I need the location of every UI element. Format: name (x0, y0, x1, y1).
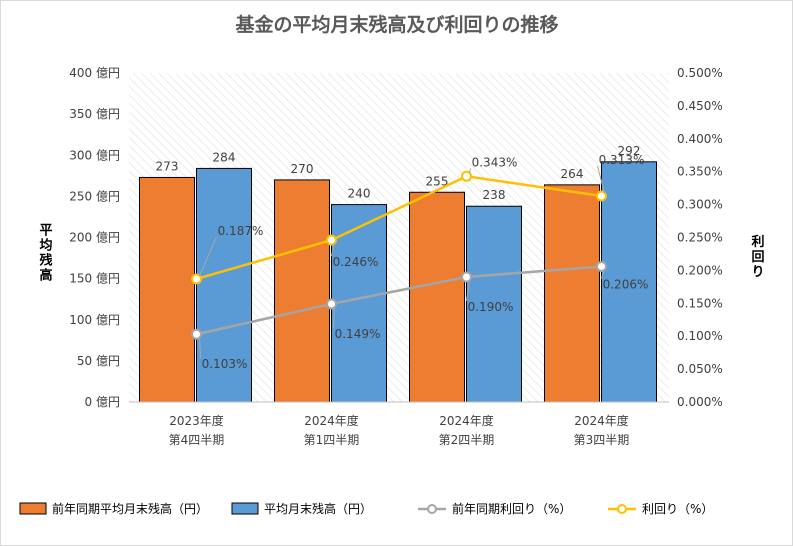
line-value-label: 0.190% (468, 300, 514, 314)
bar-value-label: 238 (483, 188, 506, 202)
bar (274, 179, 330, 403)
legend-marker (617, 504, 627, 514)
line-labels-group: 0.103% 0.149% 0.190% 0.206% 0.187% 0.246% 0.34… (199, 153, 649, 371)
line-value-label: 0.187% (218, 224, 264, 238)
left-axis-ticks: 0 億円 50 億円 100 億円 150 億円 200 億円 250 億円 300 億円 3… (69, 66, 120, 409)
legend-swatch (19, 502, 47, 515)
line-value-label: 0.206% (603, 277, 649, 291)
line-series (196, 175, 602, 281)
right-tick-label: 0.050% (677, 362, 723, 376)
bar (544, 184, 600, 403)
left-tick-label: 200 億円 (69, 231, 120, 245)
leader-line (466, 279, 470, 302)
bar-value-label: 273 (156, 159, 179, 173)
line-point (191, 273, 202, 285)
left-tick-label: 300 億円 (69, 148, 120, 162)
line-series (196, 265, 602, 336)
line-point (461, 170, 472, 182)
legend-label: 前年同期利回り（%） (452, 501, 571, 516)
legend-swatch (231, 502, 259, 515)
bar-value-label: 284 (213, 150, 236, 164)
line-value-label: 0.103% (202, 357, 248, 371)
leader-line (199, 337, 201, 359)
left-tick-label: 350 億円 (69, 107, 120, 121)
legend-marker (427, 504, 437, 514)
bar (466, 205, 522, 403)
leader-line (469, 168, 471, 174)
line-value-label: 0.343% (472, 155, 518, 169)
legend-label: 平均月末残高（円） (264, 501, 372, 516)
chart-title: 基金の平均月末残高及び利回りの推移 (234, 13, 558, 36)
right-tick-label: 0.100% (677, 329, 723, 343)
right-axis-title: 利回り (751, 234, 764, 280)
right-tick-label: 0.300% (677, 198, 723, 212)
bar-labels-group: 273 270 255 264 284 240 238 292 (156, 144, 641, 202)
bar-series-group (139, 161, 657, 403)
left-tick-label: 100 億円 (69, 313, 120, 327)
right-axis-ticks: 0.000% 0.050% 0.100% 0.150% 0.200% 0.250% 0.30… (677, 66, 723, 409)
leader-line (331, 243, 335, 257)
bar (601, 161, 657, 403)
bar-value-label: 264 (561, 167, 584, 181)
right-tick-label: 0.350% (677, 165, 723, 179)
category-label-line2: 第2四半期 (439, 433, 495, 447)
category-labels: 2023年度第4四半期2024年度第1四半期2024年度第2四半期2024年度第… (169, 413, 630, 447)
leader-line (333, 306, 335, 328)
left-axis-title: 平均残高 (39, 224, 52, 284)
category-label-line1: 2023年度 (169, 413, 224, 428)
line-point (326, 298, 337, 310)
line-value-label: 0.149% (335, 327, 381, 341)
left-tick-label: 250 億円 (69, 189, 120, 203)
right-tick-label: 0.000% (677, 395, 723, 409)
leader-line (601, 269, 605, 279)
right-tick-label: 0.450% (677, 99, 723, 113)
category-label-line1: 2024年度 (439, 413, 494, 428)
left-tick-label: 50 億円 (77, 354, 120, 368)
left-tick-label: 0 億円 (85, 395, 120, 409)
category-label-line1: 2024年度 (574, 413, 629, 428)
category-label-line2: 第1四半期 (304, 433, 360, 447)
left-tick-label: 400 億円 (69, 66, 120, 80)
bar (409, 191, 465, 403)
category-label-line1: 2024年度 (304, 413, 359, 428)
right-tick-label: 0.400% (677, 132, 723, 146)
legend-label: 利回り（%） (642, 502, 713, 516)
category-label-line2: 第3四半期 (574, 433, 630, 447)
line-value-label: 0.313% (599, 153, 645, 167)
bar (139, 176, 195, 403)
line-point (461, 271, 472, 283)
line-point (191, 328, 202, 340)
line-series-group (191, 170, 607, 340)
right-tick-label: 0.500% (677, 66, 723, 80)
legend: 前年同期平均月末残高（円） 平均月末残高（円） 前年同期利回り（%） 利回り（%） (19, 501, 713, 516)
left-tick-label: 150 億円 (69, 272, 120, 286)
bar-value-label: 240 (348, 187, 371, 201)
right-tick-label: 0.250% (677, 231, 723, 245)
leader-line (597, 165, 605, 194)
legend-label: 前年同期平均月末残高（円） (52, 501, 208, 516)
category-label-line2: 第4四半期 (169, 433, 225, 447)
right-tick-label: 0.200% (677, 263, 723, 277)
bar-value-label: 270 (291, 162, 314, 176)
line-value-label: 0.246% (333, 255, 379, 269)
line-point (326, 234, 337, 246)
right-tick-label: 0.150% (677, 296, 723, 310)
line-point (596, 260, 607, 272)
bar-value-label: 255 (426, 174, 449, 188)
bar-value-label: 292 (618, 144, 641, 158)
line-point (596, 190, 607, 202)
leader-line (199, 236, 217, 277)
